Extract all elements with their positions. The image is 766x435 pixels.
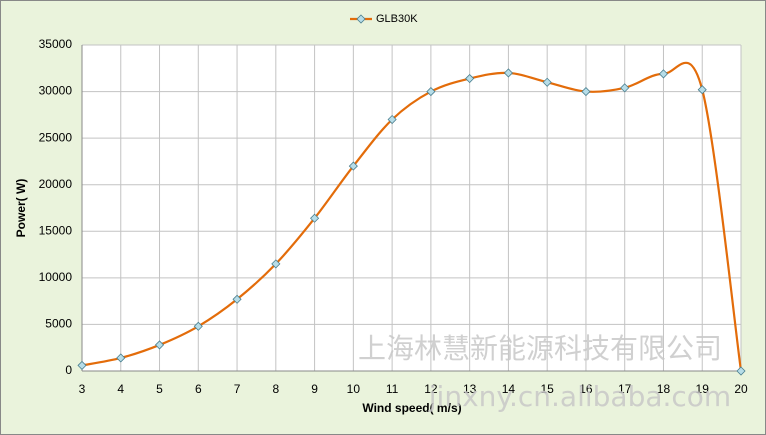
- marker: [736, 366, 746, 376]
- x-tick-label: 13: [463, 382, 477, 396]
- x-tick-label: 5: [156, 382, 163, 396]
- x-tick-label: 7: [234, 382, 241, 396]
- x-tick-label: 15: [540, 382, 554, 396]
- x-tick-label: 6: [195, 382, 202, 396]
- x-tick-label: 20: [734, 382, 748, 396]
- y-tick-label: 5000: [45, 317, 72, 331]
- y-tick-label: 15000: [39, 223, 73, 237]
- x-tick-label: 8: [272, 382, 279, 396]
- marker: [697, 85, 707, 95]
- marker: [154, 340, 165, 350]
- y-axis-label: Power( W): [14, 179, 28, 238]
- marker: [193, 321, 203, 331]
- marker: [77, 360, 87, 370]
- legend-label: GLB30K: [376, 13, 418, 25]
- x-axis-label: Wind speed( m/s): [362, 401, 461, 415]
- x-tick-label: 4: [117, 382, 124, 396]
- marker: [387, 114, 397, 125]
- x-tick-label: 17: [618, 382, 632, 396]
- x-tick-label: 9: [311, 382, 318, 396]
- y-tick-label: 25000: [39, 130, 73, 144]
- x-tick-label: 16: [579, 382, 593, 396]
- marker: [310, 213, 320, 223]
- y-tick-label: 0: [65, 363, 72, 377]
- plot-area: [82, 45, 741, 371]
- marker: [542, 77, 552, 87]
- x-tick-label: 14: [502, 382, 516, 396]
- marker: [465, 73, 475, 84]
- y-tick-label: 10000: [39, 270, 73, 284]
- watermark: jinxny.cn.alibaba.com: [428, 380, 731, 413]
- marker: [503, 68, 513, 78]
- y-tick-label: 35000: [39, 37, 73, 51]
- y-tick-label: 20000: [39, 177, 73, 191]
- y-tick-label: 30000: [39, 84, 73, 98]
- x-tick-label: 10: [347, 382, 361, 396]
- x-tick-label: 19: [696, 382, 710, 396]
- marker: [658, 69, 669, 79]
- watermark: 上海林慧新能源科技有限公司: [358, 332, 722, 365]
- marker: [426, 87, 436, 97]
- legend-marker: [356, 14, 366, 24]
- x-tick-label: 18: [657, 382, 671, 396]
- marker: [348, 161, 358, 171]
- marker: [581, 87, 591, 97]
- marker: [271, 259, 281, 269]
- x-tick-label: 11: [386, 382, 399, 396]
- marker: [620, 83, 630, 93]
- x-tick-label: 12: [424, 382, 438, 396]
- marker: [116, 353, 126, 363]
- x-tick-label: 3: [79, 382, 86, 396]
- marker: [232, 294, 242, 304]
